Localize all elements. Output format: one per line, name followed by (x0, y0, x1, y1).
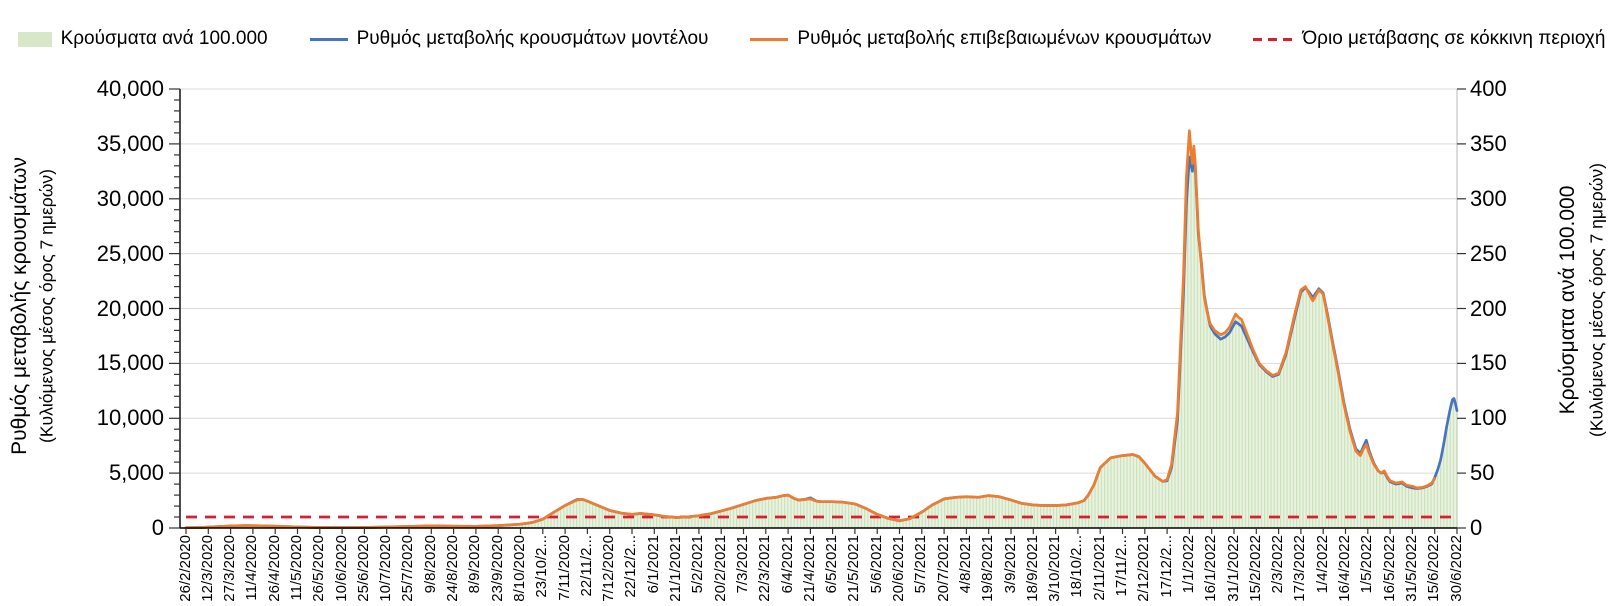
y-axis-left-subtitle: (Κυλιόμενος μέσος όρος 7 ημερών) (36, 169, 57, 443)
y-tick-label-left: 0 (151, 515, 164, 540)
x-tick-label: 6/5/2021 (823, 535, 841, 594)
legend-item-cases-area: Κρούσματα ανά 100.000 (17, 28, 268, 50)
legend-item-threshold: Όριο μετάβασης σε κόκκινη περιοχή (1253, 28, 1605, 50)
x-tick-label: 27/3/2020 (221, 535, 239, 602)
x-tick-label: 7/11/2020 (555, 535, 573, 601)
x-tick-label: 6/1/2021 (644, 535, 662, 594)
x-tick-label: 15/6/2022 (1425, 535, 1443, 602)
y-tick-label-right: 50 (1470, 460, 1495, 486)
x-tick-label: 26/5/2020 (310, 535, 328, 602)
x-tick-label: 17/12/2... (1157, 535, 1175, 598)
x-tick-label: 30/6/2022 (1447, 535, 1465, 602)
x-tick-label: 5/2/2021 (689, 535, 707, 594)
x-tick-label: 8/10/2020 (510, 535, 528, 602)
y-tick-label-right: 300 (1470, 185, 1507, 211)
y-tick-label-left: 10,000 (96, 405, 164, 431)
y-tick-label-left: 35,000 (96, 130, 164, 156)
x-tick-label: 16/4/2022 (1336, 535, 1353, 602)
x-tick-label: 19/8/2021 (979, 535, 997, 602)
x-tick-label: 18/9/2021 (1023, 535, 1041, 602)
x-tick-label: 21/5/2021 (845, 535, 863, 602)
x-tick-label: 22/3/2021 (756, 535, 774, 602)
x-tick-label: 9/8/2020 (421, 535, 439, 594)
y-tick-label-right: 0 (1470, 515, 1483, 540)
x-tick-label: 22/12/2... (622, 535, 640, 598)
x-tick-label: 11/4/2020 (243, 535, 261, 601)
x-tick-label: 15/2/2022 (1246, 535, 1264, 602)
y-tick-label-right: 350 (1470, 130, 1507, 156)
y-axis-right-subtitle: (Κυλιόμενος μέσος όρος 7 ημερών) (1586, 163, 1607, 437)
x-tick-label: 7/12/2020 (600, 535, 618, 602)
confirmed-line (184, 129, 1437, 530)
x-tick-label: 21/1/2021 (667, 535, 685, 602)
x-tick-label: 1/1/2022 (1179, 535, 1197, 594)
x-tick-label: 20/7/2021 (934, 535, 952, 602)
threshold-dash-swatch (1253, 37, 1294, 41)
x-tick-label: 18/10/2... (1068, 535, 1086, 598)
x-tick-label: 31/5/2022 (1402, 535, 1420, 602)
x-tick-label: 17/3/2022 (1291, 535, 1309, 602)
x-tick-label: 5/6/2021 (867, 535, 885, 594)
x-tick-label: 20/2/2021 (711, 535, 729, 602)
x-tick-label: 10/6/2020 (332, 535, 350, 602)
y-tick-label-left: 5,000 (108, 460, 164, 486)
x-tick-label: 7/3/2021 (733, 535, 751, 594)
x-tick-label: 6/4/2021 (778, 535, 796, 594)
legend-item-confirmed-line: Ρυθμός μεταβολής επιβεβαιωμένων κρουσμάτ… (750, 28, 1211, 50)
x-tick-label: 17/11/2... (1113, 535, 1131, 597)
legend-item-model-line: Ρυθμός μεταβολής κρουσμάτων μοντέλου (309, 28, 709, 50)
y-tick-label-left: 40,000 (96, 76, 164, 101)
x-tick-label: 5/7/2021 (912, 535, 930, 594)
legend-label-cases-area: Κρούσματα ανά 100.000 (60, 28, 268, 49)
x-tick-label: 11/5/2020 (287, 535, 305, 601)
x-tick-label: 3/10/2021 (1046, 535, 1064, 602)
x-tick-label: 2/12/2021 (1135, 535, 1153, 602)
y-tick-label-left: 30,000 (96, 185, 164, 211)
confirmed-line-swatch (750, 37, 789, 41)
legend-label-confirmed-line: Ρυθμός μεταβολής επιβεβαιωμένων κρουσμάτ… (797, 28, 1212, 49)
x-tick-label: 1/4/2022 (1313, 535, 1331, 594)
y-tick-label-left: 15,000 (96, 350, 164, 376)
legend-label-model-line: Ρυθμός μεταβολής κρουσμάτων μοντέλου (356, 28, 709, 49)
y-tick-label-right: 400 (1470, 76, 1507, 101)
x-tick-label: 25/6/2020 (354, 535, 372, 602)
y-tick-label-right: 250 (1470, 240, 1507, 266)
area-swatch (17, 31, 52, 47)
x-tick-label: 26/4/2020 (265, 535, 283, 602)
x-tick-label: 21/4/2021 (800, 535, 818, 602)
y-axis-left-title: Ρυθμός μεταβολής κρουσμάτων (8, 157, 31, 455)
y-tick-label-left: 20,000 (96, 295, 164, 321)
y-tick-label-right: 100 (1470, 405, 1507, 431)
x-tick-label: 25/7/2020 (399, 535, 417, 602)
x-tick-label: 22/11/2... (577, 535, 595, 597)
x-tick-label: 31/1/2022 (1224, 535, 1242, 602)
x-tick-label: 3/9/2021 (1001, 535, 1019, 594)
y-tick-label-right: 200 (1470, 295, 1507, 321)
x-tick-label: 16/5/2022 (1380, 535, 1398, 602)
y-tick-label-left: 25,000 (96, 240, 164, 266)
x-tick-label: 10/7/2020 (377, 535, 395, 602)
x-tick-label: 2/3/2022 (1269, 535, 1287, 594)
model-line-swatch (309, 37, 348, 41)
x-tick-label: 26/2/2020 (176, 535, 194, 602)
x-tick-label: 8/9/2020 (466, 535, 484, 594)
legend-label-threshold: Όριο μετάβασης σε κόκκινη περιοχή (1302, 28, 1606, 49)
x-tick-label: 4/8/2021 (956, 535, 974, 594)
x-tick-label: 23/9/2020 (488, 535, 506, 602)
x-tick-label: 20/6/2021 (890, 535, 908, 602)
legend: Κρούσματα ανά 100.000 Ρυθμός μεταβολής κ… (0, 24, 1623, 54)
x-tick-label: 23/10/2... (533, 535, 551, 598)
x-tick-label: 1/5/2022 (1358, 535, 1376, 594)
cases-area (186, 130, 1457, 528)
y-tick-label-right: 150 (1470, 350, 1507, 376)
x-tick-label: 24/8/2020 (444, 535, 462, 602)
x-tick-label: 12/3/2020 (198, 535, 216, 602)
x-tick-label: 16/1/2022 (1202, 535, 1220, 602)
x-tick-label: 2/11/2021 (1090, 535, 1108, 601)
